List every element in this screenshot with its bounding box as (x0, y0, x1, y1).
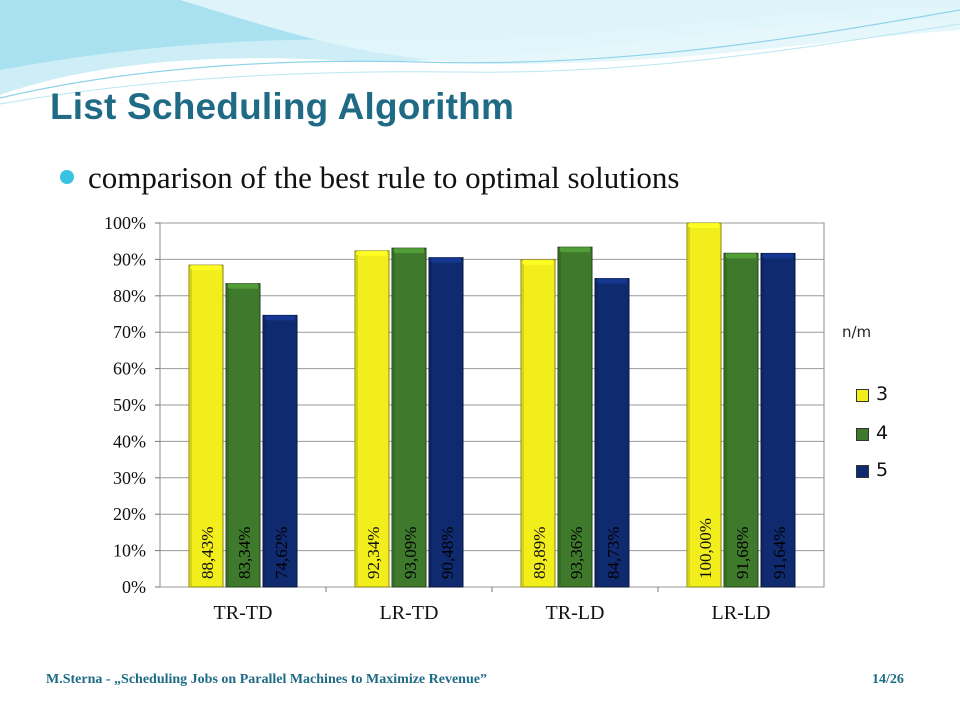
x-tick-label: LR-TD (380, 602, 439, 624)
bar (520, 259, 556, 588)
bar-top-bevel (431, 257, 461, 263)
bar-side-shade (558, 251, 561, 587)
data-label: 93,36% (567, 527, 586, 579)
data-label: 88,43% (198, 527, 217, 579)
x-tick-label: LR-LD (712, 602, 771, 624)
header-wave-decoration (0, 0, 960, 105)
bar-top-bevel (191, 265, 221, 271)
legend-swatch-5 (856, 465, 869, 478)
y-tick-label: 20% (113, 504, 146, 524)
y-tick-label: 40% (113, 431, 146, 451)
bar-top-bevel (357, 250, 387, 256)
y-tick-label: 60% (113, 359, 146, 379)
bar (428, 257, 464, 588)
data-label: 91,68% (733, 527, 752, 579)
x-tick-label: TR-TD (214, 602, 273, 624)
bar-top-bevel (763, 253, 793, 259)
bullet-text: comparison of the best rule to optimal s… (88, 160, 680, 195)
bar-top-bevel (689, 223, 719, 228)
y-tick-label: 70% (113, 322, 146, 342)
legend-label-5: 5 (876, 459, 889, 481)
bar-side-shade (595, 282, 598, 587)
legend-swatch-4 (856, 428, 869, 441)
bar (391, 247, 427, 588)
data-label: 83,34% (235, 527, 254, 579)
data-label: 92,34% (364, 527, 383, 579)
bar (723, 252, 759, 588)
bar-top-bevel (560, 247, 590, 253)
y-tick-label: 0% (122, 577, 146, 597)
bar-top-bevel (597, 278, 627, 284)
y-tick-label: 100% (104, 213, 146, 233)
bar (262, 314, 298, 588)
bar-top-bevel (228, 283, 258, 289)
legend-label-3: 3 (876, 383, 889, 405)
data-label: 84,73% (604, 527, 623, 579)
y-tick-label: 80% (113, 286, 146, 306)
y-tick-label: 30% (113, 468, 146, 488)
bar-chart: 0% 10% 20% 30% 40% 50% 60% 70% 80% 90% 100% 88,43% 8… (104, 213, 825, 624)
data-label: 93,09% (401, 527, 420, 579)
bar-side-shade (189, 269, 192, 587)
data-label: 91,64% (770, 527, 789, 579)
slide-title: List Scheduling Algorithm (50, 86, 515, 127)
footer-citation: M.Sterna - „Scheduling Jobs on Parallel … (46, 672, 487, 687)
bar-side-shade (687, 227, 690, 587)
bar-side-shade (724, 257, 727, 587)
bar-top-bevel (265, 315, 295, 321)
y-tick-label: 10% (113, 541, 146, 561)
bar (594, 278, 630, 588)
legend-title: n/m (842, 323, 872, 341)
bar-side-shade (521, 263, 524, 587)
bar-top-bevel (394, 248, 424, 254)
bar-side-shade (226, 287, 229, 587)
y-tick-label: 90% (113, 249, 146, 269)
x-tick-label: TR-LD (546, 602, 605, 624)
bar-side-shade (761, 257, 764, 587)
page-number: 14/26 (872, 672, 904, 687)
bar-top-bevel (726, 253, 756, 259)
bar-top-bevel (523, 259, 553, 265)
bar-side-shade (429, 261, 432, 587)
legend-swatch-3 (856, 389, 869, 402)
y-tick-label: 50% (113, 395, 146, 415)
bar (557, 246, 593, 588)
bar (354, 250, 390, 588)
bar-side-shade (263, 319, 266, 587)
bar (686, 222, 722, 588)
bullet-dot-icon (60, 170, 74, 184)
data-label: 89,89% (530, 527, 549, 579)
bar-side-shade (355, 254, 358, 588)
legend-label-4: 4 (876, 422, 889, 444)
data-label: 100,00% (696, 518, 715, 579)
bar-side-shade (392, 252, 395, 587)
bar (760, 252, 796, 588)
data-label: 90,48% (438, 527, 457, 579)
bar (188, 264, 224, 588)
bar (225, 283, 261, 588)
data-label: 74,62% (272, 527, 291, 579)
